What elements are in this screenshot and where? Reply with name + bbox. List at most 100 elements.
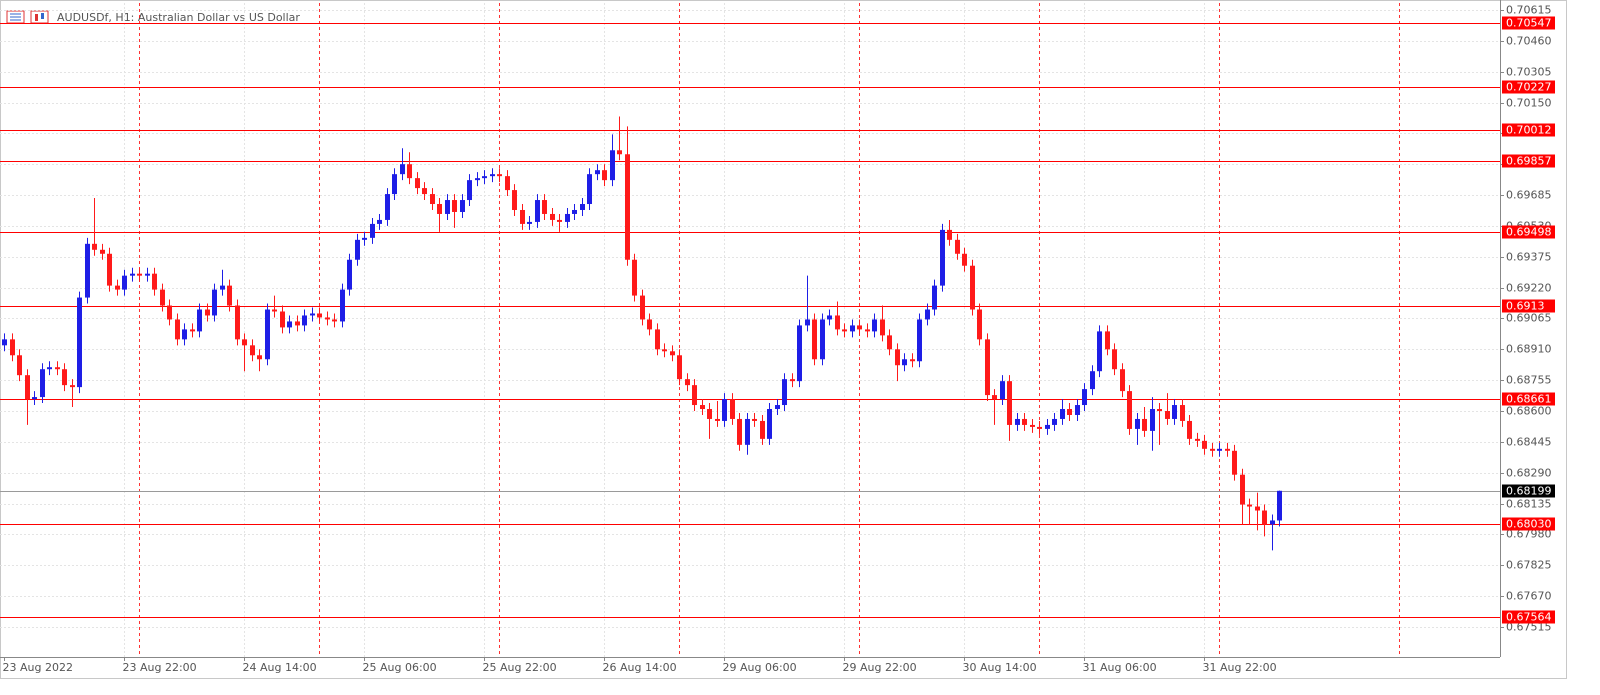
candle-body — [482, 176, 487, 179]
candle-body — [250, 345, 255, 356]
candle-body — [1187, 420, 1192, 439]
candle-body — [827, 315, 832, 320]
level-label-box — [1502, 80, 1555, 94]
candle-body — [115, 285, 120, 290]
candle-body — [272, 309, 277, 312]
candle-body — [730, 399, 735, 419]
x-tick-label: 23 Aug 22:00 — [123, 661, 197, 674]
y-tick-label: 0.68910 — [1506, 343, 1552, 356]
candle-body — [632, 259, 637, 296]
candle-body — [842, 329, 847, 332]
candle-body — [820, 319, 825, 360]
level-label: 0.68661 — [1506, 393, 1552, 406]
candle-body — [107, 253, 112, 286]
candle-body — [917, 319, 922, 362]
y-tick-label: 0.69065 — [1506, 312, 1552, 325]
candle-body — [722, 399, 727, 421]
level-label: 0.69857 — [1506, 155, 1552, 168]
y-tick-label: 0.68290 — [1506, 467, 1552, 480]
x-tick-label: 29 Aug 06:00 — [723, 661, 797, 674]
candle-body — [1037, 426, 1042, 429]
candle-body — [287, 321, 292, 328]
candle-body — [955, 239, 960, 254]
level-label-box — [1502, 123, 1555, 137]
candle-body — [17, 355, 22, 376]
candle-body — [310, 313, 315, 316]
candle-body — [437, 204, 442, 214]
candle-body — [557, 219, 562, 222]
candle-body — [962, 253, 967, 266]
candle-body — [1262, 510, 1267, 525]
candle-body — [160, 289, 165, 306]
candle-body — [1255, 506, 1260, 511]
candle-body — [227, 285, 232, 306]
candle-body — [430, 194, 435, 205]
candle-body — [625, 154, 630, 260]
candle-body — [55, 367, 60, 370]
candle-body — [212, 289, 217, 316]
candle-body — [400, 164, 405, 175]
candle-body — [490, 174, 495, 177]
candle-body — [370, 223, 375, 238]
candle-body — [32, 397, 37, 400]
candle-body — [355, 239, 360, 260]
candle-body — [175, 319, 180, 340]
candle-body — [182, 329, 187, 340]
y-tick-label: 0.70150 — [1506, 97, 1552, 110]
candle-body — [505, 176, 510, 191]
candle-body — [475, 178, 480, 181]
candle-body — [265, 309, 270, 360]
candle-body — [1240, 474, 1245, 505]
candle-body — [992, 395, 997, 400]
candle-body — [1000, 381, 1005, 400]
candle-body — [1007, 381, 1012, 425]
level-label: 0.68030 — [1506, 518, 1552, 531]
candle-body — [1060, 409, 1065, 419]
level-label: 0.6913 — [1506, 300, 1545, 313]
x-tick-label: 30 Aug 14:00 — [963, 661, 1037, 674]
level-label-box — [1502, 154, 1555, 168]
candle-body — [1202, 440, 1207, 449]
y-tick-label: 0.68135 — [1506, 498, 1552, 511]
candle-body — [145, 273, 150, 276]
candle-body — [1157, 409, 1162, 412]
candle-body — [190, 329, 195, 332]
x-tick-label: 24 Aug 14:00 — [243, 661, 317, 674]
candle-body — [970, 265, 975, 310]
candle-body — [737, 418, 742, 445]
candle-body — [1135, 418, 1140, 429]
level-label: 0.67564 — [1506, 611, 1552, 624]
candle-body — [940, 229, 945, 286]
candle-body — [70, 385, 75, 388]
candle-body — [1082, 389, 1087, 406]
candle-body — [317, 313, 322, 318]
candle-body — [595, 170, 600, 175]
x-tick-label: 29 Aug 22:00 — [843, 661, 917, 674]
grid — [0, 3, 1500, 657]
candle-body — [910, 359, 915, 362]
last-price-box — [1502, 484, 1555, 498]
candle-body — [1217, 448, 1222, 451]
candle-body — [10, 339, 15, 356]
candle-body — [527, 221, 532, 224]
level-label: 0.69498 — [1506, 226, 1552, 239]
candle-body — [1030, 424, 1035, 427]
candle-body — [865, 329, 870, 332]
candle-body — [62, 369, 67, 386]
candle-body — [1270, 520, 1275, 525]
candle-body — [1112, 349, 1117, 370]
candle-body — [857, 325, 862, 330]
x-tick-label: 31 Aug 06:00 — [1083, 661, 1157, 674]
candle-body — [977, 309, 982, 340]
candle-body — [797, 325, 802, 382]
icon-chart[interactable] — [30, 10, 49, 24]
y-tick-label: 0.70615 — [1506, 4, 1552, 17]
level-label-box — [1502, 16, 1555, 30]
candle-body — [92, 243, 97, 250]
candle-body — [280, 311, 285, 328]
level-label: 0.70227 — [1506, 81, 1552, 94]
candle-body — [1195, 438, 1200, 441]
y-tick-label: 0.67825 — [1506, 559, 1552, 572]
candle-body — [1165, 411, 1170, 419]
candle-body — [235, 305, 240, 340]
